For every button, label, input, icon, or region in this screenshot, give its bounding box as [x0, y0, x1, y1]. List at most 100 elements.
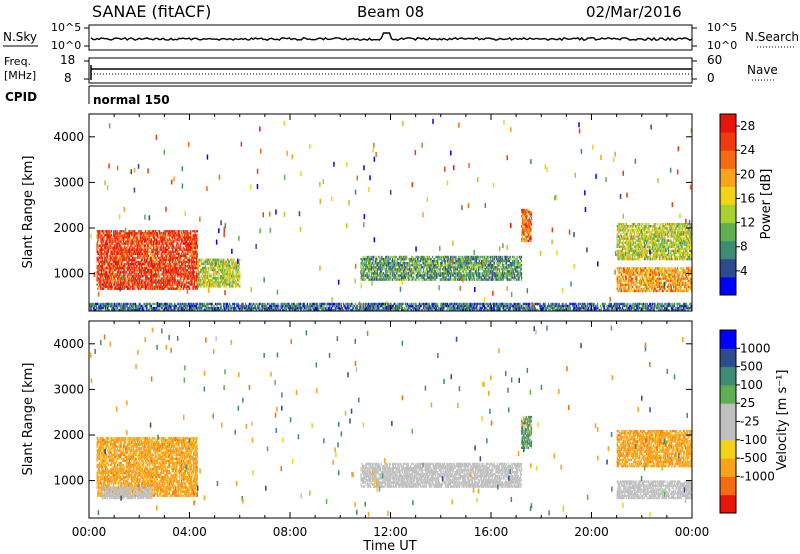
heatmap-cell [143, 286, 144, 288]
heatmap-cell [177, 279, 178, 281]
heatmap-cell [470, 274, 471, 276]
heatmap-cell [371, 266, 372, 268]
heatmap-cell [179, 230, 180, 232]
heatmap-cell [97, 242, 98, 244]
heatmap-cell [521, 272, 522, 274]
heatmap-cell [149, 273, 150, 275]
heatmap-cell [112, 242, 113, 244]
heatmap-cell [403, 270, 404, 272]
heatmap-cell [138, 261, 139, 263]
heatmap-cell [156, 259, 157, 261]
heatmap-cell [220, 285, 221, 287]
heatmap-cell [113, 230, 114, 232]
power-heatmap-cells [89, 119, 692, 311]
heatmap-cell [165, 240, 166, 242]
heatmap-cell [513, 278, 514, 280]
heatmap-cell [530, 229, 531, 231]
heatmap-cell [103, 271, 104, 273]
heatmap-cell [147, 261, 148, 263]
heatmap-cell [188, 251, 189, 253]
heatmap-cell [479, 278, 480, 280]
heatmap-cell [369, 270, 370, 272]
heatmap-cell [419, 262, 420, 264]
heatmap-cell [510, 258, 511, 260]
heatmap-cell [455, 274, 456, 276]
beam-label: Beam 08 [357, 3, 424, 21]
heatmap-cell [440, 274, 441, 276]
heatmap-cell [134, 263, 135, 265]
heatmap-cell [392, 256, 393, 258]
heatmap-cell [100, 286, 101, 288]
heatmap-cell [107, 238, 108, 240]
heatmap-cell [179, 247, 180, 249]
heatmap-cell [496, 256, 497, 258]
heatmap-cell [102, 257, 103, 259]
heatmap-cell [184, 277, 185, 279]
heatmap-cell [386, 278, 387, 280]
heatmap-cell [474, 266, 475, 268]
heatmap-cell [412, 268, 413, 270]
heatmap-cell [142, 286, 143, 288]
heatmap-cell [194, 261, 195, 263]
heatmap-cell [199, 275, 200, 277]
heatmap-cell [159, 242, 160, 244]
heatmap-cell [98, 259, 99, 261]
heatmap-cell [477, 258, 478, 260]
heatmap-cell [179, 253, 180, 255]
heatmap-cell [467, 272, 468, 274]
heatmap-cell [184, 286, 185, 288]
heatmap-cell [215, 269, 216, 271]
heatmap-cell [103, 238, 104, 240]
heatmap-cell [529, 211, 530, 213]
heatmap-cell [124, 238, 125, 240]
heatmap-cell [164, 242, 165, 244]
heatmap-cell [161, 267, 162, 269]
heatmap-cell [202, 279, 203, 281]
heatmap-cell [394, 258, 395, 260]
heatmap-cell [190, 230, 191, 232]
heatmap-cell [421, 264, 422, 266]
heatmap-cell [439, 258, 440, 260]
heatmap-cell [396, 256, 397, 258]
heatmap-cell [175, 238, 176, 240]
heatmap-cell [508, 264, 509, 266]
heatmap-cell [382, 274, 383, 276]
heatmap-cell [412, 278, 413, 280]
heatmap-cell [416, 256, 417, 258]
heatmap-cell [173, 259, 174, 261]
heatmap-cell [524, 229, 525, 231]
heatmap-cell [107, 242, 108, 244]
heatmap-cell [494, 262, 495, 264]
heatmap-cell [107, 255, 108, 257]
heatmap-cell [478, 256, 479, 258]
heatmap-cell [229, 279, 230, 281]
heatmap-cell [181, 230, 182, 232]
heatmap-cell [210, 259, 211, 261]
heatmap-cell [206, 269, 207, 271]
heatmap-cell [413, 276, 414, 278]
heatmap-cell [117, 230, 118, 232]
heatmap-cell [502, 258, 503, 260]
heatmap-cell [170, 271, 171, 273]
heatmap-cell [112, 238, 113, 240]
heatmap-cell [195, 230, 196, 232]
heatmap-cell [526, 229, 527, 231]
heatmap-cell [521, 264, 522, 266]
heatmap-cell [121, 238, 122, 240]
heatmap-cell [224, 277, 225, 279]
heatmap-cell [378, 256, 379, 258]
heatmap-cell [101, 271, 102, 273]
heatmap-cell [128, 263, 129, 265]
noise-right-label: N.Search [745, 30, 799, 44]
heatmap-cell [180, 271, 181, 273]
heatmap-cell [516, 256, 517, 258]
heatmap-cell [120, 273, 121, 275]
heatmap-cell [124, 271, 125, 273]
heatmap-cell [189, 232, 190, 234]
heatmap-cell [233, 283, 234, 285]
heatmap-cell [437, 258, 438, 260]
heatmap-cell [134, 288, 135, 290]
heatmap-cell [124, 267, 125, 269]
heatmap-cell [183, 251, 184, 253]
heatmap-cell [531, 217, 532, 219]
